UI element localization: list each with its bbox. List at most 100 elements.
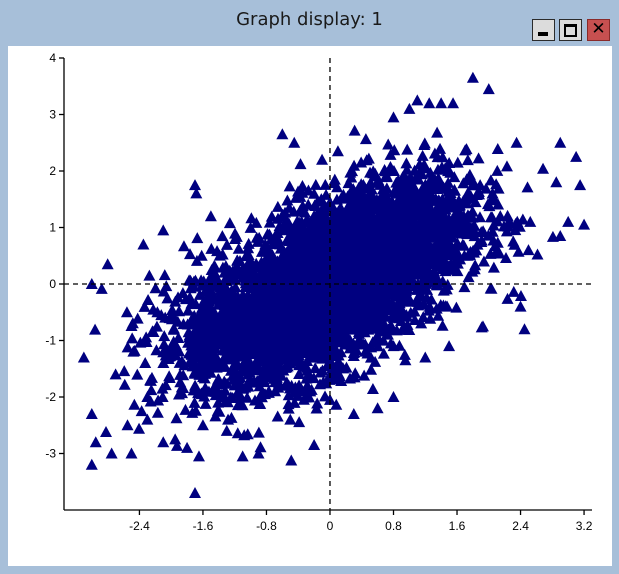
data-point (191, 232, 204, 244)
data-point (213, 405, 226, 417)
data-point (157, 224, 170, 236)
data-point (245, 326, 258, 338)
data-point (369, 355, 382, 367)
data-point (424, 174, 437, 186)
data-point (436, 263, 449, 275)
data-point (95, 282, 108, 294)
data-point (522, 244, 535, 256)
data-point (458, 281, 471, 293)
y-tick-label: -1 (45, 334, 56, 348)
data-point (192, 387, 205, 399)
data-point (417, 298, 430, 310)
data-point (308, 187, 321, 199)
close-button[interactable]: ✕ (587, 19, 610, 41)
data-point (344, 308, 357, 320)
data-point (303, 307, 316, 319)
data-point (347, 183, 360, 195)
data-point (196, 419, 209, 431)
data-point (310, 321, 323, 333)
data-point (378, 286, 391, 298)
data-point (280, 340, 293, 352)
data-point (412, 295, 425, 307)
data-point (537, 162, 550, 174)
maximize-button[interactable] (559, 19, 582, 41)
data-point (462, 271, 475, 283)
y-tick-label: -2 (45, 390, 56, 404)
data-point (280, 378, 293, 390)
data-point (304, 246, 317, 258)
data-point (220, 337, 233, 349)
data-point (187, 311, 200, 323)
data-point (282, 389, 295, 401)
data-point (289, 337, 302, 349)
data-point (401, 143, 414, 155)
data-point (181, 441, 194, 453)
data-point (234, 389, 247, 401)
data-point (359, 316, 372, 328)
data-point (184, 274, 197, 286)
data-point (349, 232, 362, 244)
data-point (461, 154, 474, 166)
data-point (252, 447, 265, 459)
data-point (410, 239, 423, 251)
data-point (282, 398, 295, 410)
data-point (212, 396, 225, 408)
data-point (194, 366, 207, 378)
data-point (274, 283, 287, 295)
data-point (311, 397, 324, 409)
data-point (287, 205, 300, 217)
data-point (408, 204, 421, 216)
data-point (280, 350, 293, 362)
data-point (137, 238, 150, 250)
data-point (303, 300, 316, 312)
data-point (353, 298, 366, 310)
data-point (210, 361, 223, 373)
data-point (268, 327, 281, 339)
minimize-button[interactable] (532, 19, 555, 41)
data-point (241, 428, 254, 440)
data-point (337, 239, 350, 251)
data-point (225, 411, 238, 423)
data-point (288, 235, 301, 247)
data-point (380, 310, 393, 322)
data-point (330, 314, 343, 326)
data-point (464, 191, 477, 203)
data-point (266, 340, 279, 352)
data-point (266, 248, 279, 260)
data-point (509, 224, 522, 236)
x-tick-label: -2.4 (129, 519, 150, 533)
data-point (316, 251, 329, 263)
data-point (283, 180, 296, 192)
data-point (319, 330, 332, 342)
data-point (202, 385, 215, 397)
data-point (317, 243, 330, 255)
data-point (121, 419, 134, 431)
data-point (394, 314, 407, 326)
data-point (258, 283, 271, 295)
data-point (348, 124, 361, 136)
data-point (328, 177, 341, 189)
data-point (320, 277, 333, 289)
data-point (277, 308, 290, 320)
data-point (448, 211, 461, 223)
data-point (321, 213, 334, 225)
title-bar[interactable]: Graph display: 1 ✕ (0, 0, 619, 41)
data-point (77, 351, 90, 363)
data-point (408, 314, 421, 326)
data-point (252, 344, 265, 356)
data-point (181, 318, 194, 330)
data-point (508, 238, 521, 250)
data-point (436, 319, 449, 331)
data-point (501, 210, 514, 222)
data-point (167, 322, 180, 334)
data-point (253, 354, 266, 366)
data-point (258, 369, 271, 381)
data-point (457, 239, 470, 251)
data-point (190, 187, 203, 199)
data-point (242, 339, 255, 351)
data-point (296, 357, 309, 369)
data-point (408, 254, 421, 266)
data-point (183, 291, 196, 303)
data-point (176, 287, 189, 299)
data-point (200, 328, 213, 340)
